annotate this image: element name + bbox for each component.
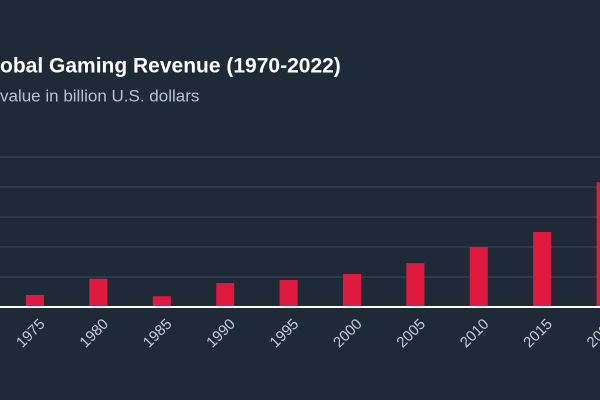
- bar: [152, 296, 171, 307]
- bar: [216, 283, 235, 307]
- bar: [343, 274, 361, 307]
- bar: [596, 182, 600, 307]
- bar: [26, 295, 44, 307]
- bar: [406, 263, 425, 307]
- chart-subtitle: value in billion U.S. dollars: [0, 86, 199, 105]
- chart-title: obal Gaming Revenue (1970-2022): [0, 55, 341, 78]
- bar: [279, 280, 298, 307]
- bar: [89, 278, 108, 307]
- bar: [469, 247, 488, 307]
- bar: [533, 232, 552, 307]
